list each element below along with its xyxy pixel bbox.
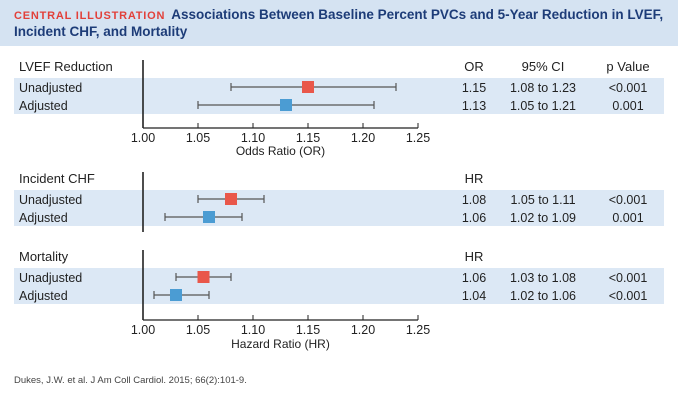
row-label: Unadjusted [19,271,82,285]
estimate-marker-unadjusted [197,271,210,283]
x-tick-label: 1.20 [351,131,375,145]
p-value: <0.001 [609,81,648,95]
p-value: 0.001 [612,99,643,113]
x-tick-label: 1.25 [406,131,430,145]
row-label: Adjusted [19,99,68,113]
x-tick-label: 1.05 [186,323,210,337]
x-axis-label: Odds Ratio (OR) [236,144,325,158]
citation: Dukes, J.W. et al. J Am Coll Cardiol. 20… [14,375,247,386]
header-title-line2: Incident CHF, and Mortality [14,24,188,39]
x-tick-label: 1.00 [131,323,155,337]
x-tick-label: 1.20 [351,323,375,337]
estimate-value: 1.08 [462,193,486,207]
row-label: Adjusted [19,211,68,225]
column-header: p Value [606,59,649,74]
section-title: Incident CHF [19,171,95,186]
ci-value: 1.03 to 1.08 [510,271,576,285]
row-band-2-0 [14,268,664,286]
x-tick-label: 1.05 [186,131,210,145]
illustration-header: CENTRAL ILLUSTRATION Associations Between… [0,0,678,46]
x-tick-label: 1.10 [241,131,265,145]
column-header: HR [465,171,484,186]
row-label: Adjusted [19,289,68,303]
p-value: <0.001 [609,289,648,303]
x-tick-label: 1.15 [296,323,320,337]
p-value: 0.001 [612,211,643,225]
x-tick-label: 1.00 [131,131,155,145]
ci-value: 1.05 to 1.21 [510,99,576,113]
ci-value: 1.05 to 1.11 [510,193,575,207]
estimate-marker-adjusted [170,289,182,301]
section-title: LVEF Reduction [19,59,113,74]
estimate-marker-unadjusted [225,193,237,205]
estimate-value: 1.15 [462,81,486,95]
header-title-text: Associations Between Baseline Percent PV… [171,7,664,22]
estimate-marker-unadjusted [302,81,314,93]
x-axis-label: Hazard Ratio (HR) [231,337,330,351]
header-title-line1: CENTRAL ILLUSTRATION Associations Between… [14,7,663,22]
estimate-marker-adjusted [280,99,292,111]
p-value: <0.001 [609,271,648,285]
ci-value: 1.02 to 1.09 [510,211,576,225]
x-tick-label: 1.15 [296,131,320,145]
ci-value: 1.02 to 1.06 [510,289,576,303]
estimate-value: 1.06 [462,271,486,285]
row-label: Unadjusted [19,193,82,207]
row-label: Unadjusted [19,81,82,95]
row-band-1-1 [14,208,664,226]
estimate-marker-adjusted [203,211,215,223]
column-header: OR [464,59,484,74]
x-tick-label: 1.10 [241,323,265,337]
x-tick-label: 1.25 [406,323,430,337]
column-header: 95% CI [522,59,565,74]
section-title: Mortality [19,249,69,264]
estimate-value: 1.06 [462,211,486,225]
ci-value: 1.08 to 1.23 [510,81,576,95]
estimate-value: 1.04 [462,289,486,303]
estimate-value: 1.13 [462,99,486,113]
central-illustration-tag: CENTRAL ILLUSTRATION [14,10,166,22]
p-value: <0.001 [609,193,648,207]
row-band-1-0 [14,190,664,208]
column-header: HR [465,249,484,264]
